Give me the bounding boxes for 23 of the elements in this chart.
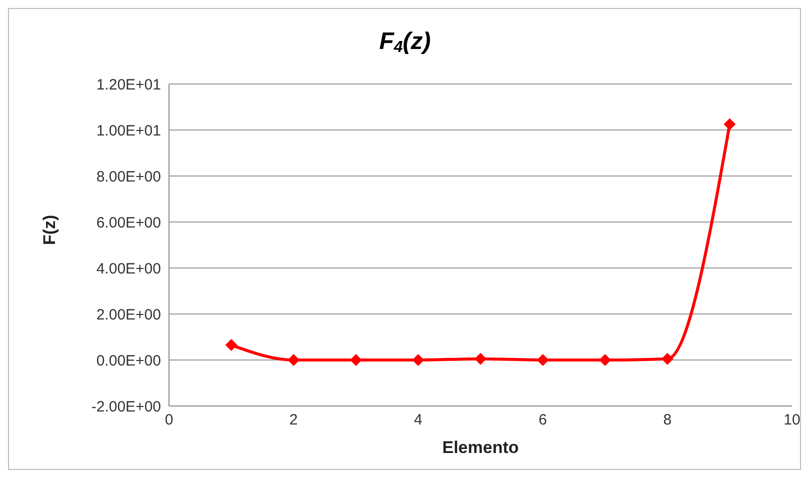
x-tick-label: 0 bbox=[164, 412, 174, 429]
x-axis-title: Elemento bbox=[442, 438, 519, 457]
y-tick-label: 4.00E+00 bbox=[96, 260, 161, 278]
y-tick-label: 2.00E+00 bbox=[96, 306, 161, 324]
y-tick-label: 1.20E+01 bbox=[96, 76, 161, 94]
point bbox=[724, 118, 736, 130]
point bbox=[412, 354, 424, 366]
point bbox=[661, 352, 674, 365]
x-tick-label: 6 bbox=[538, 412, 547, 429]
y-tick-label: 8.00E+00 bbox=[96, 168, 161, 186]
y-axis-title: F(z) bbox=[40, 214, 60, 245]
point bbox=[474, 352, 486, 365]
y-tick-label: -2.00E+00 bbox=[91, 398, 161, 416]
x-tick-label: 10 bbox=[784, 412, 800, 429]
x-tick-label: 2 bbox=[289, 412, 298, 429]
y-tick-label: 6.00E+00 bbox=[96, 214, 161, 232]
y-tick-label: 1.00E+01 bbox=[96, 122, 161, 140]
x-tick-label: 8 bbox=[663, 412, 672, 429]
x-tick-label: 4 bbox=[414, 412, 422, 429]
point bbox=[536, 354, 549, 366]
y-tick-label: 0.00E+00 bbox=[96, 352, 161, 370]
chart-title: F$_{4}$(z) bbox=[379, 28, 431, 56]
point bbox=[225, 339, 238, 352]
